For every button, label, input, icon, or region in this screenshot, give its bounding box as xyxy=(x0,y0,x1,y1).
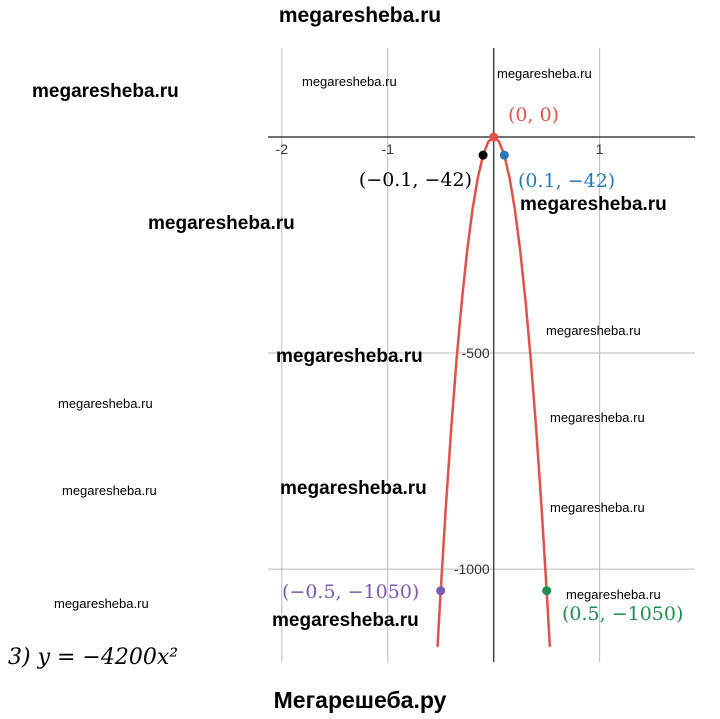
x-tick-label: 1 xyxy=(596,141,604,157)
watermark: megaresheba.ru xyxy=(148,213,295,234)
x-tick-label: -2 xyxy=(276,141,289,157)
watermark: megaresheba.ru xyxy=(272,610,419,631)
title: megaresheba.ru xyxy=(279,4,441,27)
watermark: megaresheba.ru xyxy=(550,500,645,515)
y-tick-label: -1000 xyxy=(454,561,490,577)
watermark: megaresheba.ru xyxy=(54,596,149,611)
point xyxy=(542,586,552,596)
x-tick-label: -1 xyxy=(382,141,395,157)
watermark: megaresheba.ru xyxy=(566,587,661,602)
equation: 3) y = −4200x² xyxy=(8,645,178,670)
grid xyxy=(268,48,695,662)
watermark: megaresheba.ru xyxy=(302,74,397,89)
labels: -2 -1 1 -1000 -500 (0, 0) (−0.1, −42) (0.1, −42… xyxy=(32,66,683,631)
watermark: megaresheba.ru xyxy=(550,410,645,425)
point xyxy=(489,132,499,142)
point xyxy=(436,586,446,596)
watermark: megaresheba.ru xyxy=(497,66,592,81)
watermark: megaresheba.ru xyxy=(520,194,667,215)
point-label: (0.5, −1050) xyxy=(562,603,683,625)
point xyxy=(478,150,488,160)
watermark: megaresheba.ru xyxy=(276,346,423,367)
footer: Мегарешеба.ру xyxy=(274,687,447,713)
watermark: megaresheba.ru xyxy=(32,81,179,102)
point-label: (−0.1, −42) xyxy=(359,169,472,191)
watermark: megaresheba.ru xyxy=(280,478,427,499)
y-tick-label: -500 xyxy=(462,345,490,361)
watermark: megaresheba.ru xyxy=(546,323,641,338)
point xyxy=(499,150,509,160)
watermark: megaresheba.ru xyxy=(58,396,153,411)
point-label: (0.1, −42) xyxy=(518,170,615,192)
point-label: (−0.5, −1050) xyxy=(282,581,419,603)
point-label: (0, 0) xyxy=(508,104,559,126)
watermark: megaresheba.ru xyxy=(62,483,157,498)
